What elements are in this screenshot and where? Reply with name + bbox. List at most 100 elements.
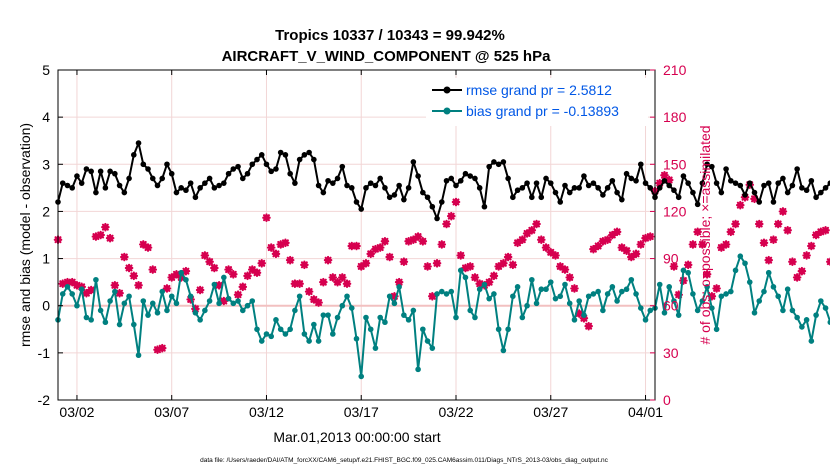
obs-count-marker — [110, 280, 120, 290]
rmse-point — [505, 175, 511, 182]
rmse-point — [292, 180, 298, 186]
obs-count-marker — [759, 238, 769, 248]
obs-count-marker — [380, 236, 390, 246]
rmse-point — [221, 180, 227, 186]
rmse-point — [64, 182, 71, 189]
rmse-point — [723, 166, 729, 172]
right-tick-label: 120 — [663, 203, 687, 219]
obs-count-marker — [319, 277, 328, 287]
rmse-point — [604, 185, 611, 191]
obs-count-marker — [688, 240, 698, 249]
obs-count-marker — [295, 279, 304, 289]
bias-point — [604, 291, 611, 297]
obs-count-marker — [769, 235, 778, 245]
rmse-point — [453, 182, 459, 189]
rmse-point — [83, 166, 90, 172]
obs-count-marker — [342, 279, 352, 289]
bias-point — [145, 312, 151, 318]
bias-point — [235, 298, 241, 304]
obs-count-marker — [219, 296, 229, 306]
bias-point — [761, 288, 767, 295]
bias-point — [742, 260, 748, 267]
rmse-point — [685, 180, 691, 186]
rmse-point — [590, 180, 597, 186]
bias-point — [239, 307, 246, 314]
rmse-point — [268, 168, 275, 175]
rmse-point — [135, 140, 142, 146]
rmse-point — [145, 166, 151, 172]
obs-count-marker — [655, 178, 665, 188]
bias-point — [661, 309, 668, 316]
legend-bias-label: bias grand pr = -0.13893 — [466, 103, 619, 119]
bias-point — [202, 307, 208, 314]
bias-point — [562, 281, 568, 288]
obs-count-marker — [195, 285, 205, 295]
bias-point — [505, 326, 511, 333]
bias-point — [315, 338, 322, 344]
x-tick-label: 03/27 — [533, 404, 568, 420]
rmse-point — [315, 182, 322, 189]
obs-count-marker — [451, 197, 461, 207]
bias-point — [467, 307, 474, 314]
rmse-point — [239, 175, 246, 182]
rmse-point — [429, 203, 436, 210]
bias-point — [780, 307, 786, 314]
legend-bias-marker — [443, 107, 451, 115]
obs-count-marker — [105, 233, 115, 243]
rmse-point — [173, 189, 180, 196]
rmse-point — [576, 185, 582, 191]
obs-count-marker — [314, 298, 323, 307]
right-tick-label: 0 — [663, 392, 671, 408]
obs-count-marker — [489, 271, 499, 281]
left-tick-label: -1 — [38, 345, 51, 361]
obs-count-marker — [598, 236, 608, 246]
bias-point — [197, 317, 203, 323]
rmse-point — [718, 189, 725, 196]
rmse-point — [216, 182, 222, 189]
obs-count-marker — [309, 295, 319, 304]
bias-point — [552, 295, 559, 302]
obs-count-marker — [669, 262, 679, 271]
obs-count-marker — [347, 241, 357, 251]
bias-point — [168, 293, 175, 300]
bias-point — [69, 291, 76, 297]
rmse-point — [187, 180, 194, 186]
rmse-point — [93, 189, 99, 196]
rmse-point — [301, 152, 308, 158]
right-tick-label: 90 — [663, 251, 679, 267]
bias-point — [675, 312, 682, 318]
rmse-point — [462, 170, 469, 177]
left-axis-label: rmse and bias (model - observation) — [17, 123, 33, 347]
bias-point — [457, 267, 464, 274]
obs-count-marker — [811, 230, 821, 240]
bias-point — [401, 312, 407, 318]
bias-point — [258, 338, 265, 344]
rmse-point — [140, 161, 147, 168]
bias-point — [557, 293, 564, 300]
rmse-point — [367, 180, 374, 186]
rmse-point — [476, 185, 483, 191]
bias-point — [64, 284, 71, 290]
bias-point — [723, 291, 729, 297]
chart-title-line-1: Tropics 10337 / 10343 = 99.942% — [275, 27, 505, 44]
rmse-point — [680, 173, 687, 179]
obs-count-marker — [721, 240, 731, 249]
bias-point — [107, 298, 113, 304]
obs-count-marker — [271, 249, 281, 259]
rmse-point — [372, 182, 379, 189]
bias-point — [325, 312, 331, 318]
bias-point — [93, 276, 99, 283]
bias-point — [822, 305, 829, 311]
bias-point — [680, 267, 687, 274]
obs-count-marker — [371, 244, 380, 254]
obs-count-marker — [442, 219, 451, 229]
obs-count-marker — [674, 290, 683, 300]
bias-point — [263, 331, 270, 337]
bias-point — [538, 286, 545, 293]
bias-point — [571, 317, 578, 323]
left-tick-label: 3 — [42, 156, 50, 172]
bias-point — [268, 333, 275, 340]
obs-count-marker — [513, 238, 522, 248]
bias-point — [102, 319, 109, 326]
bias-point — [382, 319, 388, 326]
